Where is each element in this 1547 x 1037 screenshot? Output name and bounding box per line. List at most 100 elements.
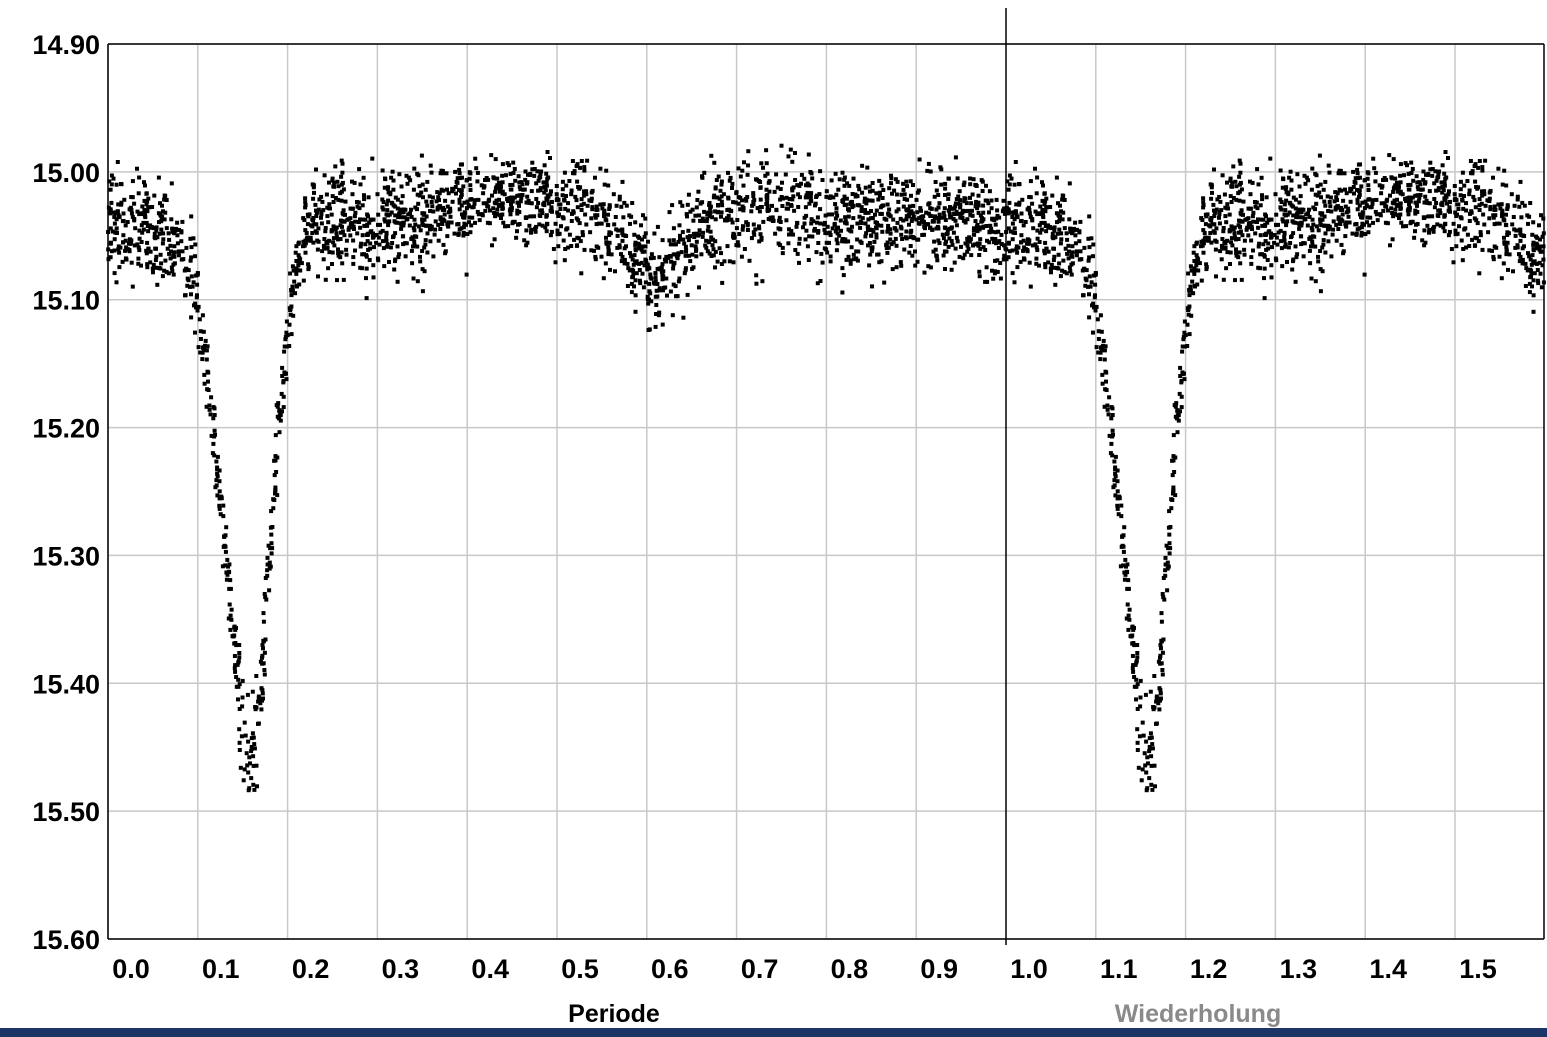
data-point — [425, 231, 430, 236]
data-point — [1159, 611, 1164, 616]
data-point — [1124, 616, 1129, 621]
data-point — [425, 250, 430, 255]
data-point — [947, 236, 952, 241]
data-point — [1262, 266, 1267, 271]
data-point — [1180, 344, 1185, 349]
data-point — [572, 237, 577, 242]
data-point — [903, 235, 908, 240]
data-point — [351, 261, 356, 266]
data-point — [1386, 208, 1390, 213]
data-point — [1220, 237, 1225, 241]
data-point — [688, 259, 693, 264]
data-point — [1010, 221, 1015, 226]
data-point — [217, 496, 222, 501]
data-point — [1352, 179, 1357, 184]
data-point — [1503, 222, 1508, 227]
data-point — [1366, 183, 1371, 188]
data-point — [342, 219, 347, 224]
data-point — [1307, 207, 1311, 212]
data-point — [1319, 223, 1324, 228]
data-point — [589, 248, 594, 253]
data-point — [465, 199, 470, 204]
data-point — [280, 374, 285, 378]
data-point — [114, 182, 119, 187]
data-point — [246, 788, 251, 793]
data-point — [1351, 169, 1356, 174]
data-point — [342, 233, 347, 238]
data-point — [1038, 204, 1043, 209]
data-point — [1150, 787, 1155, 792]
data-point — [1333, 190, 1338, 195]
data-point — [676, 239, 681, 244]
data-point — [734, 226, 739, 231]
data-point — [1239, 277, 1244, 282]
data-point — [1160, 592, 1165, 596]
data-point — [1293, 220, 1298, 225]
data-point — [1113, 465, 1118, 470]
data-point — [464, 206, 469, 211]
data-point — [455, 176, 460, 181]
data-point — [534, 205, 539, 210]
data-point — [728, 175, 733, 180]
data-point — [1038, 211, 1043, 216]
data-point — [700, 174, 704, 179]
data-point — [1115, 496, 1120, 501]
data-point — [542, 163, 547, 168]
data-point — [1121, 563, 1126, 568]
data-point — [554, 184, 559, 188]
data-point — [990, 236, 995, 241]
data-point — [1257, 241, 1262, 246]
data-point — [1393, 183, 1398, 188]
data-point — [341, 277, 346, 282]
data-point — [1096, 329, 1101, 334]
data-point — [355, 231, 360, 236]
data-point — [1220, 173, 1225, 178]
data-point — [990, 229, 995, 234]
data-point — [416, 201, 421, 206]
data-point — [160, 214, 165, 219]
data-point — [260, 653, 265, 658]
data-point — [319, 215, 323, 220]
data-point — [169, 217, 174, 222]
data-point — [976, 200, 981, 205]
data-point — [636, 234, 640, 239]
data-point — [262, 668, 267, 672]
data-point — [424, 214, 429, 219]
data-point — [1013, 231, 1017, 235]
data-point — [206, 388, 211, 392]
data-point — [1527, 281, 1532, 286]
data-point — [1083, 283, 1088, 288]
data-point — [453, 185, 458, 189]
data-point — [1343, 187, 1347, 192]
data-point — [992, 240, 996, 245]
data-point — [1461, 206, 1466, 211]
data-point — [1287, 200, 1292, 205]
data-point — [453, 169, 458, 174]
data-point — [1043, 199, 1048, 204]
data-point — [371, 263, 376, 268]
data-point — [269, 541, 274, 546]
data-point — [495, 207, 500, 212]
data-point — [745, 172, 750, 177]
data-point — [382, 185, 387, 190]
data-point — [1423, 240, 1428, 245]
data-point — [237, 748, 242, 752]
data-point — [1403, 161, 1408, 166]
data-point — [671, 226, 676, 231]
data-point — [358, 244, 363, 249]
data-point — [197, 317, 202, 322]
data-point — [136, 245, 141, 250]
data-point — [127, 207, 132, 212]
data-point — [1251, 248, 1255, 253]
data-point — [557, 212, 561, 217]
data-point — [836, 225, 840, 230]
data-point — [632, 284, 636, 289]
data-point — [917, 216, 922, 221]
data-point — [186, 268, 191, 273]
data-point — [905, 184, 909, 189]
data-point — [943, 181, 948, 186]
data-point — [397, 252, 402, 257]
data-point — [847, 208, 851, 213]
data-point — [754, 273, 759, 278]
data-point — [1369, 204, 1374, 209]
